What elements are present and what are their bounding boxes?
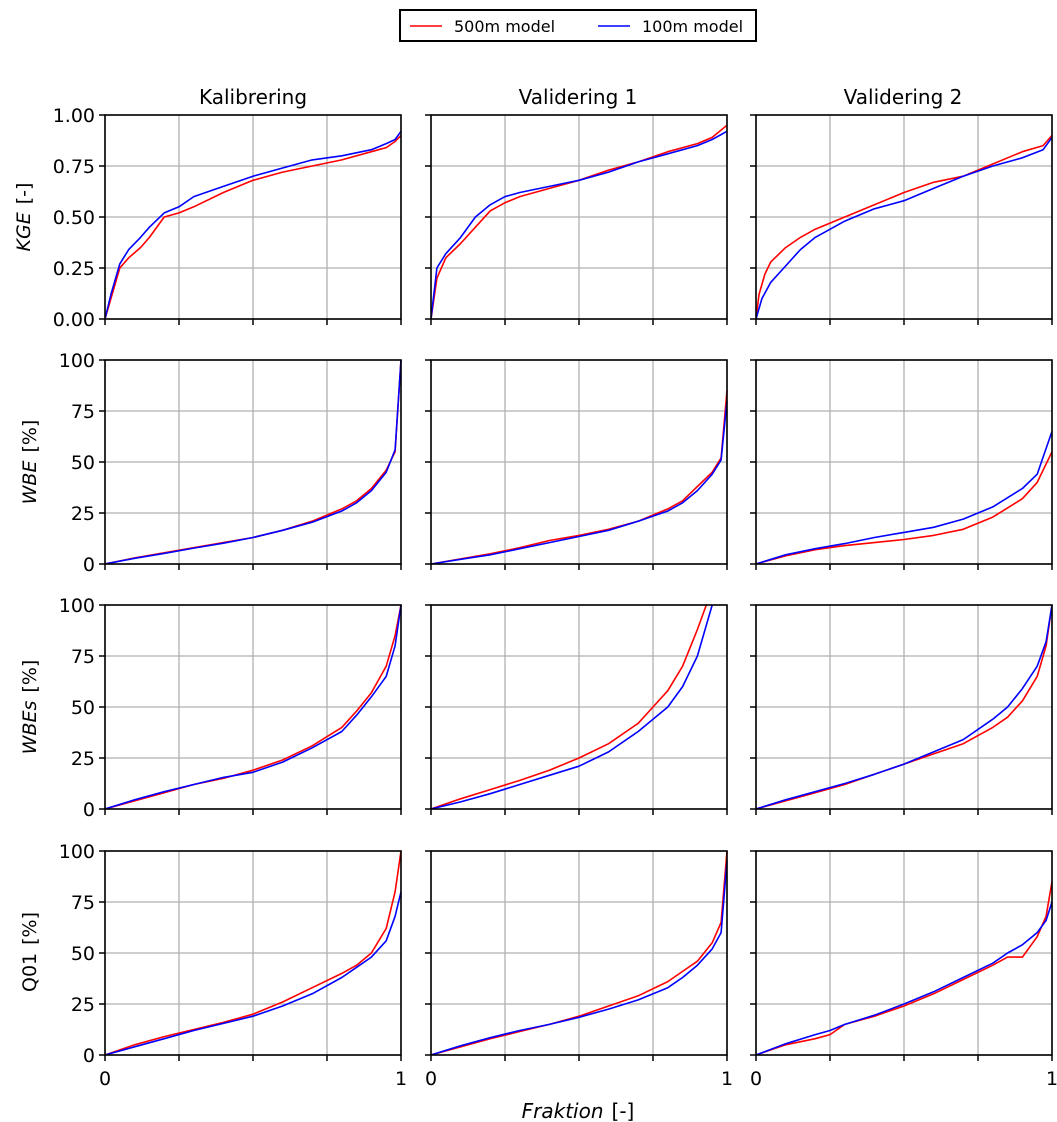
series-line-100m-model (105, 891, 402, 1056)
series-line-500m-model (105, 850, 402, 1056)
legend: 500m model 100m model (399, 9, 757, 42)
panel-frame (430, 850, 728, 1056)
series-line-100m-model (756, 431, 1053, 565)
column-title-kalibrering: Kalibrering (199, 85, 307, 109)
y-tick-label: 0 (83, 1045, 95, 1067)
x-axis-label: Fraktion [-] (522, 1099, 635, 1122)
x-tick-label: 1 (721, 1068, 733, 1090)
panel-frame (104, 850, 402, 1056)
x-tick-label: 0 (750, 1068, 762, 1090)
panels: 0.000.250.500.751.0002550751000255075100… (53, 105, 1057, 1090)
panel-r3-c0: 0 25 50 75 100 0 1 (59, 841, 407, 1090)
y-tick-label: 100 (59, 595, 95, 617)
series-line-100m-model (431, 400, 728, 565)
y-tick-label: 1.00 (53, 105, 95, 127)
y-tick-label: 75 (71, 892, 95, 914)
series-line-500m-model (756, 451, 1053, 565)
y-tick-label: 0.00 (53, 309, 95, 331)
y-tick-label: 0 (83, 554, 95, 576)
panel-r2-c0: 0 25 50 75 100 (59, 595, 402, 821)
x-tick-label: 0 (99, 1068, 111, 1090)
legend-frame (399, 9, 757, 42)
panel-frame (430, 359, 728, 565)
series-line-500m-model (431, 124, 728, 320)
x-tick-label: 0 (425, 1068, 437, 1090)
series-line-100m-model (431, 861, 728, 1056)
y-tick-label: 100 (59, 841, 95, 863)
series-line-500m-model (756, 134, 1053, 320)
panel-r1-c2 (750, 359, 1053, 570)
x-tick-label: 1 (395, 1068, 407, 1090)
y-tick-label: 25 (71, 994, 95, 1016)
panel-frame (755, 850, 1053, 1056)
panel-r1-c0: 0 25 50 75 100 (59, 350, 402, 576)
series-line-500m-model (431, 850, 728, 1056)
y-tick-label: 75 (71, 401, 95, 423)
panel-frame (755, 359, 1053, 565)
panel-frame (104, 359, 402, 565)
series-line-500m-model (431, 604, 708, 810)
panel-r2-c2 (750, 604, 1053, 815)
legend-label-100m: 100m model (642, 17, 743, 36)
y-axis-label-q01: Q01[%] (19, 912, 41, 992)
legend-label-500m: 500m model (454, 17, 555, 36)
y-tick-label: 100 (59, 350, 95, 372)
panel-frame (755, 604, 1053, 810)
panel-r1-c1 (425, 359, 728, 570)
y-axis-label-kge: KGE[-] (13, 183, 35, 252)
y-tick-label: 0.50 (53, 207, 95, 229)
y-tick-label: 50 (71, 697, 95, 719)
panel-r2-c1 (425, 604, 728, 815)
series-line-100m-model (105, 130, 402, 320)
panel-r0-c2 (750, 114, 1053, 325)
series-line-100m-model (756, 136, 1053, 320)
y-tick-label: 0.75 (53, 156, 95, 178)
series-line-100m-model (431, 604, 713, 810)
panel-frame (430, 604, 728, 810)
y-tick-label: 25 (71, 748, 95, 770)
y-tick-label: 25 (71, 503, 95, 525)
series-line-100m-model (431, 130, 728, 320)
panel-r0-c1 (425, 114, 728, 325)
panel-frame (104, 114, 402, 320)
series-line-500m-model (105, 604, 402, 810)
y-tick-label: 75 (71, 646, 95, 668)
y-axis-label-wbe: WBE[%] (19, 420, 41, 505)
y-tick-label: 50 (71, 452, 95, 474)
panel-frame (430, 114, 728, 320)
column-title-validering-2: Validering 2 (844, 85, 963, 109)
x-tick-label: 1 (1046, 1068, 1057, 1090)
series-line-100m-model (756, 901, 1053, 1056)
y-tick-label: 50 (71, 943, 95, 965)
y-axis-label-wbes: WBEs[%] (19, 660, 41, 755)
column-title-validering-1: Validering 1 (519, 85, 638, 109)
panel-frame (104, 604, 402, 810)
series-line-500m-model (756, 604, 1053, 810)
series-line-100m-model (756, 604, 1053, 810)
panel-r0-c0: 0.00 0.25 0.50 0.75 1.00 (53, 105, 402, 331)
series-line-500m-model (105, 134, 402, 320)
y-tick-label: 0 (83, 799, 95, 821)
series-line-100m-model (105, 359, 402, 565)
y-tick-label: 0.25 (53, 258, 95, 280)
panel-frame (755, 114, 1053, 320)
series-line-500m-model (756, 881, 1053, 1056)
series-line-100m-model (105, 604, 402, 810)
